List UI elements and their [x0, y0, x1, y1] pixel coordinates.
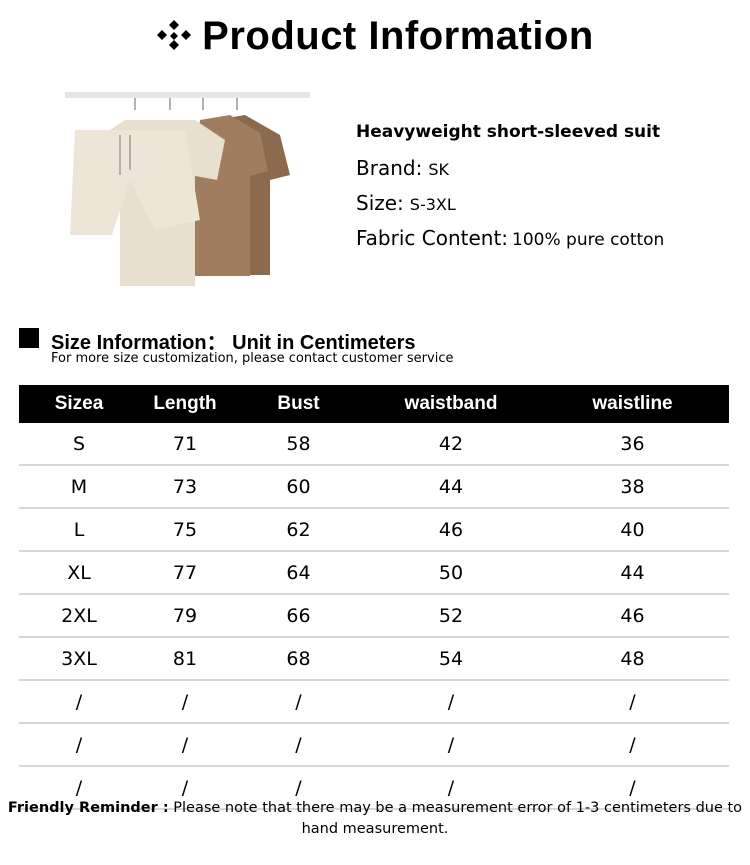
table-row: / / / / / [19, 766, 729, 810]
table-cell: 36 [536, 423, 729, 466]
table-row: 2XL 79 66 52 46 [19, 594, 729, 638]
size-info-subheading: For more size customization, please cont… [51, 351, 454, 366]
table-cell: 77 [139, 551, 231, 595]
table-cell: 48 [536, 637, 729, 681]
table-cell: L [19, 508, 139, 552]
table-cell: 54 [366, 637, 536, 681]
brand-value: SK [428, 160, 449, 179]
reminder-label: Friendly Reminder : [7, 800, 169, 816]
size-label: Size: [356, 191, 404, 215]
table-cell: 71 [139, 423, 231, 466]
table-cell: XL [19, 551, 139, 595]
table-cell: 62 [231, 508, 366, 552]
table-cell: 46 [366, 508, 536, 552]
table-cell: / [19, 723, 139, 767]
table-cell: / [139, 723, 231, 767]
table-cell: 44 [366, 465, 536, 509]
column-header: Length [139, 385, 231, 423]
table-cell: / [366, 723, 536, 767]
table-cell: 66 [231, 594, 366, 638]
diamond-cluster-icon [157, 20, 192, 51]
table-cell: / [366, 766, 536, 810]
size-row: Size: S-3XL [356, 191, 456, 215]
size-info-heading: Size Information： Unit in Centimeters [51, 332, 416, 354]
table-cell: 68 [231, 637, 366, 681]
table-cell: 58 [231, 423, 366, 466]
title-text: Product Information [202, 14, 594, 58]
table-row: 3XL 81 68 54 48 [19, 637, 729, 681]
table-cell: / [139, 766, 231, 810]
size-table: Sizea Length Bust waistband waistline S 71 58 4… [19, 385, 729, 810]
table-cell: / [536, 680, 729, 724]
table-cell: M [19, 465, 139, 509]
table-cell: 52 [366, 594, 536, 638]
brand-label: Brand: [356, 156, 423, 180]
brand-row: Brand: SK [356, 156, 449, 180]
friendly-reminder: Friendly Reminder : Please note that the… [0, 798, 750, 840]
column-header: waistband [366, 385, 536, 423]
table-cell: 79 [139, 594, 231, 638]
table-cell: / [139, 680, 231, 724]
table-cell: 40 [536, 508, 729, 552]
fabric-label: Fabric Content: [356, 226, 509, 250]
table-cell: 73 [139, 465, 231, 509]
table-cell: 50 [366, 551, 536, 595]
column-header: waistline [536, 385, 729, 423]
table-cell: 38 [536, 465, 729, 509]
fabric-value: 100% pure cotton [512, 230, 665, 250]
table-row: XL 77 64 50 44 [19, 551, 729, 595]
reminder-text: Please note that there may be a measurem… [168, 800, 743, 837]
table-cell: 81 [139, 637, 231, 681]
table-cell: 64 [231, 551, 366, 595]
table-cell: 75 [139, 508, 231, 552]
table-cell: 3XL [19, 637, 139, 681]
table-cell: / [19, 766, 139, 810]
table-cell: / [231, 766, 366, 810]
column-header: Sizea [19, 385, 139, 423]
size-value: S-3XL [409, 195, 456, 214]
table-cell: 60 [231, 465, 366, 509]
product-name: Heavyweight short-sleeved suit [356, 122, 661, 142]
table-cell: / [536, 723, 729, 767]
product-photo [65, 92, 310, 286]
table-cell: / [231, 680, 366, 724]
table-cell: / [536, 766, 729, 810]
table-cell: / [19, 680, 139, 724]
column-header: Bust [231, 385, 366, 423]
section-square-icon [19, 328, 39, 348]
table-cell: 46 [536, 594, 729, 638]
table-row: L 75 62 46 40 [19, 508, 729, 552]
table-cell: 2XL [19, 594, 139, 638]
fabric-row: Fabric Content: 100% pure cotton [356, 226, 664, 250]
table-row: S 71 58 42 36 [19, 423, 729, 466]
table-row: M 73 60 44 38 [19, 465, 729, 509]
table-cell: / [231, 723, 366, 767]
table-cell: / [366, 680, 536, 724]
table-cell: 44 [536, 551, 729, 595]
table-header: Sizea Length Bust waistband waistline [19, 385, 729, 423]
table-row: / / / / / [19, 680, 729, 724]
table-row: / / / / / [19, 723, 729, 767]
page-title: Product Information [0, 14, 750, 59]
table-cell: S [19, 423, 139, 466]
table-cell: 42 [366, 423, 536, 466]
